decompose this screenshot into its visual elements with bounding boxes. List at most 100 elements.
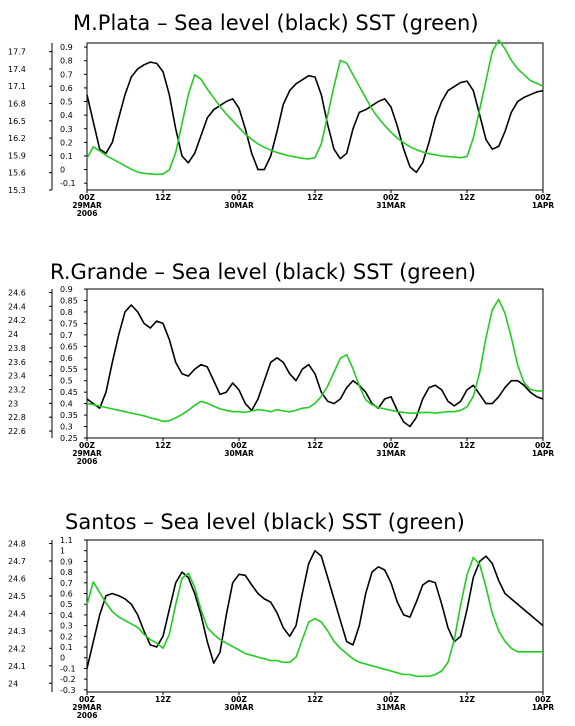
x-tick-label: 00Z: [79, 695, 95, 704]
x-tick-label: 31MAR: [376, 703, 406, 712]
x-tick-label: 00Z: [383, 441, 399, 450]
x-tick-label: 00Z: [535, 193, 551, 202]
sea-level-tick-label: 0.1: [60, 643, 73, 652]
sst-tick-label: 23: [8, 399, 18, 408]
sst-tick-label: 23.2: [8, 385, 26, 394]
sea-level-tick-label: 0.2: [60, 138, 73, 147]
x-tick-label: 12Z: [307, 441, 323, 450]
sst-tick-label: 24.2: [8, 644, 26, 653]
sea-level-tick-label: 0.9: [60, 285, 73, 294]
sea-level-tick-label: 0.45: [60, 388, 78, 397]
x-tick-label: 00Z: [79, 441, 95, 450]
sea-level-tick-label: 0: [60, 654, 65, 663]
sea-level-series-line: [86, 549, 544, 669]
x-tick-label: 1APR: [532, 201, 555, 210]
sea-level-series-line: [86, 304, 544, 428]
plot-frame: [86, 288, 544, 439]
x-tick-label: 00Z: [231, 441, 247, 450]
sst-tick-label: 24.8: [8, 539, 26, 548]
x-tick-label: 12Z: [459, 193, 475, 202]
plot-frame: [86, 539, 544, 693]
sst-tick-label: 22.8: [8, 413, 26, 422]
sea-level-tick-label: 0.5: [60, 600, 73, 609]
sst-tick-label: 24.7: [8, 557, 26, 566]
sst-tick-label: 23.6: [8, 358, 26, 367]
sea-level-tick-label: 0.8: [60, 568, 73, 577]
sst-tick-label: 17.7: [8, 48, 26, 57]
sea-level-tick-label: -0.1: [60, 179, 76, 188]
sst-tick-label: 24.6: [8, 288, 26, 297]
x-tick-label: 30MAR: [224, 703, 254, 712]
sea-level-tick-label: 0.7: [60, 70, 73, 79]
sea-level-tick-label: 0.1: [60, 152, 73, 161]
x-tick-label: 00Z: [383, 193, 399, 202]
panel-title: M.Plata – Sea level (black) SST (green): [73, 11, 479, 35]
sst-tick-label: 16.8: [8, 100, 26, 109]
x-tick-label: 12Z: [307, 193, 323, 202]
sea-level-tick-label: 0.5: [60, 98, 73, 107]
panel-title: R.Grande – Sea level (black) SST (green): [50, 260, 476, 284]
sst-tick-label: 17.1: [8, 82, 26, 91]
sea-level-tick-label: 0.35: [60, 411, 78, 420]
sea-level-tick-label: 1.1: [60, 536, 73, 545]
x-tick-label: 00Z: [535, 441, 551, 450]
x-tick-label: 00Z: [383, 695, 399, 704]
sst-series-line: [86, 298, 543, 423]
plot-frame: [86, 42, 544, 191]
sea-level-tick-label: 0.75: [60, 319, 78, 328]
panel-title: Santos – Sea level (black) SST (green): [65, 510, 465, 534]
sea-level-tick-label: 0: [60, 166, 65, 175]
sst-tick-label: 24.5: [8, 592, 26, 601]
sst-tick-label: 15.3: [8, 186, 26, 195]
sea-level-tick-label: 0.9: [60, 557, 73, 566]
sea-level-tick-label: 0.9: [60, 43, 73, 52]
sea-level-tick-label: 0.3: [60, 423, 73, 432]
x-tick-label: 30MAR: [224, 449, 254, 458]
x-tick-label: 12Z: [155, 441, 171, 450]
x-tick-label: 12Z: [459, 441, 475, 450]
sea-level-tick-label: 0.8: [60, 57, 73, 66]
sea-level-tick-label: 0.4: [60, 111, 73, 120]
sea-level-tick-label: 0.5: [60, 377, 73, 386]
sea-level-tick-label: 0.25: [60, 434, 78, 443]
x-tick-label: 1APR: [532, 703, 555, 712]
sst-tick-label: 23.4: [8, 372, 26, 381]
sea-level-tick-label: 0.6: [60, 354, 73, 363]
sea-level-series-line: [86, 61, 544, 174]
x-tick-label: 29MAR: [72, 201, 102, 210]
x-tick-label: 29MAR: [72, 449, 102, 458]
x-tick-label: 12Z: [155, 193, 171, 202]
panel-rgrande: R.Grande – Sea level (black) SST (green)…: [8, 260, 554, 466]
sea-level-tick-label: -0.1: [60, 664, 76, 673]
x-tick-label: 2006: [77, 457, 98, 466]
x-tick-label: 12Z: [459, 695, 475, 704]
sea-level-tick-label: 0.3: [60, 125, 73, 134]
panel-mplata: M.Plata – Sea level (black) SST (green) …: [8, 11, 554, 218]
x-tick-label: 00Z: [535, 695, 551, 704]
sea-level-tick-label: 0.55: [60, 365, 78, 374]
sst-tick-label: 15.9: [8, 151, 26, 160]
sea-level-tick-label: 0.8: [60, 308, 73, 317]
sea-level-tick-label: 0.2: [60, 632, 73, 641]
sst-tick-label: 24.1: [8, 662, 26, 671]
sst-tick-label: 24: [8, 679, 18, 688]
x-tick-label: 2006: [77, 711, 98, 720]
sst-tick-label: 24.6: [8, 574, 26, 583]
x-tick-label: 31MAR: [376, 201, 406, 210]
sea-level-tick-label: 0.6: [60, 590, 73, 599]
x-tick-label: 12Z: [155, 695, 171, 704]
sea-level-tick-label: 0.7: [60, 331, 73, 340]
x-tick-label: 29MAR: [72, 703, 102, 712]
sst-tick-label: 24: [8, 330, 18, 339]
sea-level-tick-label: -0.3: [60, 686, 76, 695]
sea-level-tick-label: -0.2: [60, 675, 76, 684]
sst-tick-label: 24.4: [8, 302, 26, 311]
sst-tick-label: 16.5: [8, 117, 26, 126]
sst-series-line: [86, 39, 544, 176]
sea-level-tick-label: 0.4: [60, 611, 73, 620]
x-tick-label: 12Z: [307, 695, 323, 704]
panel-santos: Santos – Sea level (black) SST (green) 1…: [8, 510, 554, 720]
sst-series-line: [86, 556, 543, 678]
x-tick-label: 00Z: [79, 193, 95, 202]
sst-tick-label: 24.3: [8, 627, 26, 636]
